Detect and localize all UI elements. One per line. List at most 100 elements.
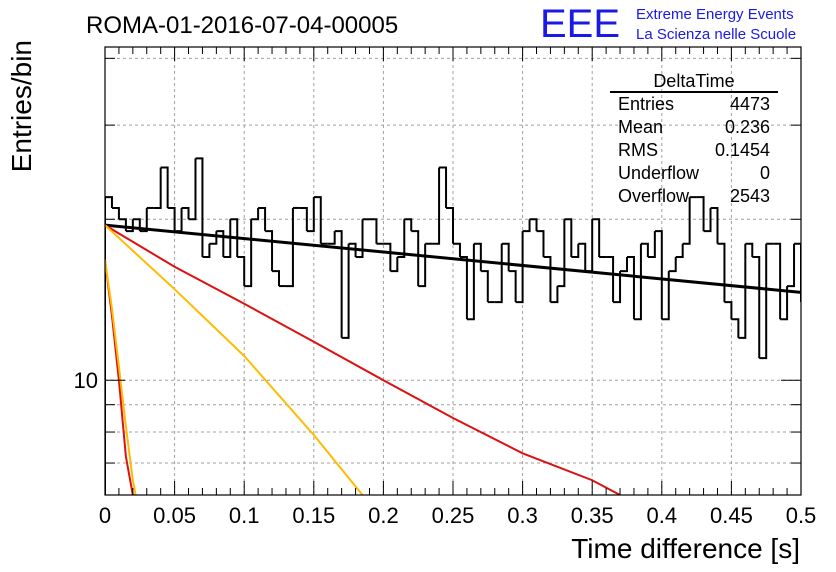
stats-value-overflow: 2543	[730, 186, 770, 206]
histogram-bin	[564, 218, 573, 258]
chart-title: ROMA-01-2016-07-04-00005	[86, 12, 398, 39]
histogram-bin	[306, 197, 315, 233]
histogram-bin	[153, 167, 162, 209]
x-tick-label: 0.45	[710, 503, 753, 528]
histogram-bin	[105, 196, 113, 495]
histogram-bin	[501, 242, 510, 272]
histogram-bin	[515, 231, 524, 304]
histogram-bin	[272, 270, 280, 287]
series-line-4	[105, 259, 137, 495]
histogram-bin	[390, 257, 399, 273]
histogram-bin	[334, 230, 343, 338]
x-tick-label: 0.1	[229, 503, 260, 528]
histogram-bin	[195, 157, 204, 258]
histogram-bin	[111, 206, 120, 220]
series-line-0	[105, 223, 801, 294]
grid-layer	[105, 47, 801, 495]
x-tick-label: 0.05	[153, 503, 196, 528]
plot-content	[105, 157, 801, 495]
histogram-bin	[355, 219, 364, 259]
histogram-bin	[529, 218, 538, 232]
histogram-bin	[578, 242, 587, 272]
histogram-bin	[258, 206, 267, 232]
logo-line-1: Extreme Energy Events	[636, 6, 794, 23]
histogram-bin	[536, 230, 545, 258]
histogram-bin	[661, 271, 670, 321]
x-tick-label: 0.3	[507, 503, 538, 528]
histogram-bin	[647, 231, 656, 259]
x-tick-label: 0.15	[292, 503, 335, 528]
histogram-bin	[237, 256, 246, 287]
histogram-bin	[682, 197, 691, 245]
histogram-bin	[432, 167, 441, 245]
histogram-bin	[654, 230, 663, 320]
histogram-bin	[209, 231, 218, 245]
stats-value-mean: 0.236	[725, 117, 770, 137]
histogram-bin	[780, 286, 789, 321]
stats-label-underflow: Underflow	[618, 163, 700, 183]
histogram-bin	[738, 243, 747, 339]
histogram-bin	[188, 158, 197, 221]
histogram-bin	[418, 243, 427, 288]
histogram-bin	[125, 219, 134, 233]
histogram-bin	[494, 243, 503, 304]
histogram-bin	[550, 286, 559, 304]
marks-layer	[105, 157, 801, 495]
histogram-bin	[397, 219, 406, 259]
stats-label-mean: Mean	[618, 117, 663, 137]
histogram-bin	[473, 242, 482, 272]
x-axis-label: Time difference [s]	[571, 533, 800, 564]
histogram-bin	[453, 242, 461, 258]
histogram-bin	[794, 242, 801, 303]
ticks-layer: 10 0 0.05 0.1 0.15 0.2 0.25 0.3 0.35 0.4 0.45 0.5	[74, 47, 817, 528]
histogram-bin	[411, 230, 420, 287]
histogram-bin	[703, 207, 712, 233]
histogram-bin	[675, 243, 684, 259]
histogram-bin	[592, 218, 601, 258]
histogram-bin	[202, 243, 211, 259]
histogram-bin	[724, 301, 733, 320]
histogram-bin	[522, 219, 531, 233]
histogram-bin	[710, 206, 719, 244]
logo-line-2: La Scienza nelle Scuole	[636, 26, 796, 43]
histogram-bin	[508, 270, 517, 303]
histogram-bin	[313, 196, 322, 244]
stats-label-entries: Entries	[618, 94, 674, 114]
histogram-bin	[543, 256, 552, 303]
histogram-bin	[223, 219, 232, 259]
histogram-bin	[787, 243, 796, 288]
histogram-bin	[230, 218, 239, 258]
histogram-bin	[731, 318, 740, 338]
stats-value-underflow: 0	[760, 163, 770, 183]
histogram-bin	[446, 206, 454, 244]
histogram-bin	[439, 166, 448, 208]
x-tick-label: 0.5	[786, 503, 817, 528]
histogram-bin	[369, 218, 378, 244]
histogram-bin	[696, 196, 705, 232]
histogram-bin	[251, 207, 260, 221]
histogram-bin	[633, 243, 642, 321]
histogram-bin	[404, 218, 413, 232]
histogram-bin	[480, 270, 489, 303]
histogram-bin	[244, 219, 253, 288]
series-line-2	[105, 224, 364, 495]
histogram-bin	[160, 166, 169, 208]
histogram-bin	[606, 256, 615, 303]
histogram-bin	[466, 243, 475, 321]
histogram-bin	[752, 256, 761, 359]
histogram-bin	[668, 257, 677, 273]
histogram-bin	[613, 271, 622, 304]
histogram-bin	[265, 230, 274, 272]
histogram-bin	[557, 219, 566, 288]
y-tick-label: 10	[74, 368, 98, 393]
y-axis-label: Entries/bin	[6, 40, 37, 172]
histogram-bin	[285, 207, 294, 288]
histogram-bin	[585, 219, 594, 273]
x-tick-label: 0	[99, 503, 111, 528]
histogram-bin	[745, 242, 754, 258]
x-tick-label: 0.35	[571, 503, 614, 528]
eee-logo-mark: EEE	[540, 2, 620, 46]
histogram-bin	[299, 206, 308, 232]
